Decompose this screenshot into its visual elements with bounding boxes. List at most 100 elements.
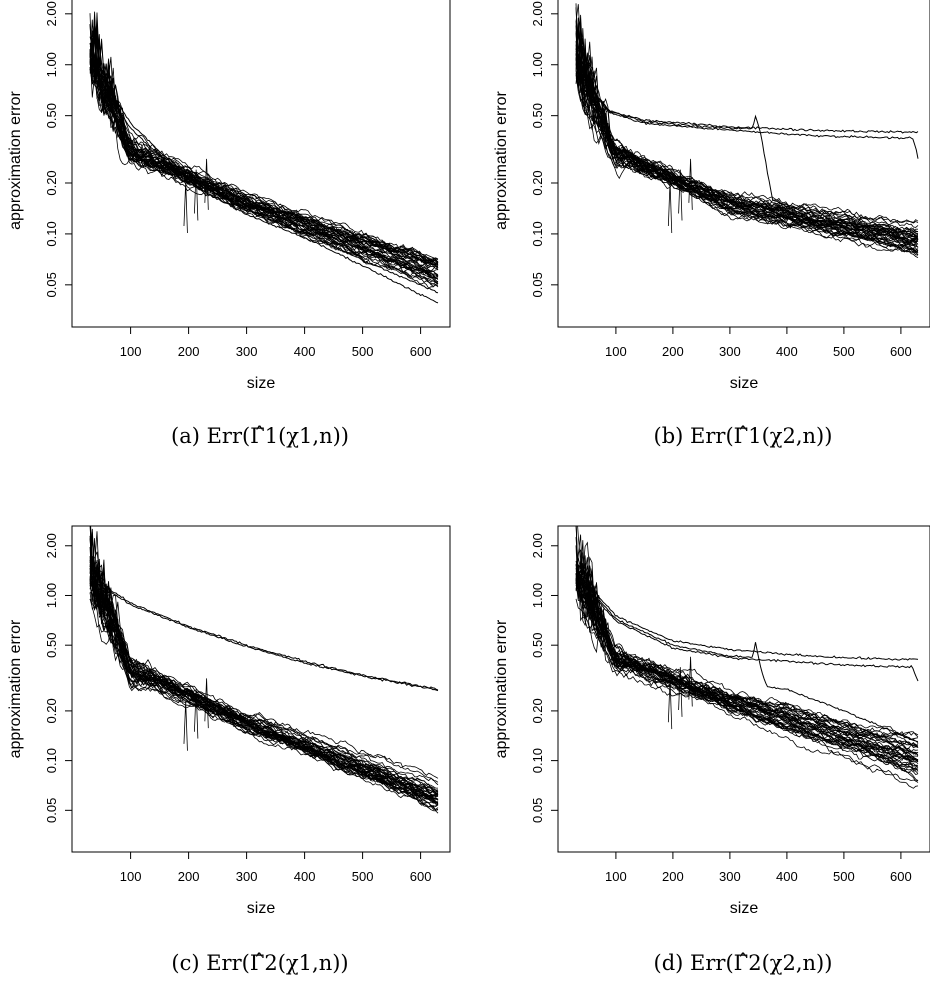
y-tick-label: 0.50 xyxy=(44,103,59,128)
y-tick-label: 2.00 xyxy=(530,1,545,26)
series-spike xyxy=(667,679,673,730)
series-line xyxy=(89,42,439,261)
y-tick-label: 0.50 xyxy=(530,633,545,658)
x-axis-title: size xyxy=(247,375,276,392)
x-axis-title: size xyxy=(730,900,759,917)
x-tick-label: 500 xyxy=(352,869,374,884)
series-line xyxy=(575,23,919,258)
series-line xyxy=(89,19,439,264)
series-line xyxy=(89,61,439,275)
series-line xyxy=(89,16,439,265)
y-tick-label: 0.05 xyxy=(44,798,59,823)
outlier-series-line xyxy=(89,64,439,304)
series-spike xyxy=(204,678,209,729)
y-tick-label: 1.00 xyxy=(530,52,545,77)
series-line xyxy=(575,526,919,736)
subfigure-caption: (d) Err(Γ̂2(χ2,n)) xyxy=(654,951,833,975)
series-line xyxy=(575,552,919,764)
series-line xyxy=(89,580,439,800)
x-tick-label: 200 xyxy=(662,344,684,359)
x-tick-label: 400 xyxy=(776,869,798,884)
series-line xyxy=(89,528,439,798)
outlier-series-line xyxy=(575,54,918,242)
series-line xyxy=(89,592,439,797)
series-line xyxy=(89,66,439,263)
y-tick-label: 0.05 xyxy=(530,272,545,297)
series-line xyxy=(575,38,919,253)
series-line xyxy=(575,566,919,755)
series-spike xyxy=(183,701,188,751)
x-tick-label: 400 xyxy=(294,869,316,884)
series-line xyxy=(89,12,439,272)
outlier-series-line xyxy=(575,58,919,159)
series-line xyxy=(89,526,439,803)
series-line xyxy=(89,575,439,807)
series-line xyxy=(575,31,918,237)
y-tick-label: 0.20 xyxy=(530,170,545,195)
x-tick-label: 300 xyxy=(719,344,741,359)
y-tick-label: 0.05 xyxy=(44,272,59,297)
outlier-series-line xyxy=(89,57,439,294)
outlier-series-line xyxy=(575,573,919,742)
x-tick-label: 300 xyxy=(719,869,741,884)
y-tick-label: 0.50 xyxy=(44,633,59,658)
series-line xyxy=(575,567,919,789)
y-tick-label: 0.05 xyxy=(530,798,545,823)
y-axis-title: approximation error xyxy=(493,90,510,229)
x-tick-label: 100 xyxy=(120,344,142,359)
y-tick-label: 2.00 xyxy=(44,533,59,558)
series-line xyxy=(575,22,919,224)
series-line xyxy=(89,598,439,795)
x-axis-title: size xyxy=(730,375,759,392)
series-line xyxy=(575,582,919,783)
series-spike xyxy=(678,667,683,717)
y-tick-label: 1.00 xyxy=(44,52,59,77)
series-line xyxy=(577,526,919,763)
x-tick-label: 600 xyxy=(890,344,912,359)
series-spike xyxy=(183,182,188,234)
series-line xyxy=(575,573,919,772)
series-line xyxy=(575,537,919,750)
outlier-series-line xyxy=(575,51,919,134)
chart-panel: 100 200 300 400 500 600 0.05 0.10 0.20 0.50 1.00 2.… xyxy=(7,525,451,975)
y-tick-label: 2.00 xyxy=(530,533,545,558)
y-tick-label: 1.00 xyxy=(530,583,545,608)
series-line xyxy=(575,17,919,254)
y-tick-label: 0.50 xyxy=(530,103,545,128)
series-spike xyxy=(194,688,199,739)
x-tick-label: 200 xyxy=(178,344,200,359)
series-line xyxy=(575,14,919,255)
y-tick-label: 0.20 xyxy=(44,698,59,723)
outlier-series-line xyxy=(575,576,919,682)
series-line xyxy=(89,558,438,789)
subfigure-caption: (a) Err(Γ̂1(χ1,n)) xyxy=(171,424,349,448)
series-line xyxy=(89,24,439,285)
series-line xyxy=(575,48,919,247)
series-line xyxy=(89,536,439,796)
series-line xyxy=(89,21,439,268)
x-tick-label: 100 xyxy=(605,869,627,884)
y-tick-label: 0.10 xyxy=(44,748,59,773)
plot-frame xyxy=(71,525,451,853)
series-line xyxy=(89,555,439,793)
chart-panel: 100 200 300 400 500 600 0.05 0.10 0.20 0.50 1.00 2.… xyxy=(493,0,930,448)
series-line xyxy=(89,584,439,814)
series-line xyxy=(89,577,439,796)
x-tick-label: 300 xyxy=(236,344,258,359)
series-line xyxy=(89,21,439,266)
series-spike xyxy=(688,158,693,210)
series-line xyxy=(575,556,919,754)
series-line xyxy=(89,11,439,265)
series-line xyxy=(89,585,439,796)
x-tick-label: 500 xyxy=(833,344,855,359)
x-tick-label: 400 xyxy=(294,344,316,359)
y-tick-label: 0.20 xyxy=(44,170,59,195)
series-group xyxy=(575,3,919,258)
y-axis-title: approximation error xyxy=(493,619,510,758)
plot-frame xyxy=(557,525,930,853)
subfigure-caption: (c) Err(Γ̂2(χ1,n)) xyxy=(171,951,348,975)
x-tick-label: 200 xyxy=(662,869,684,884)
outlier-series-line xyxy=(89,579,439,692)
y-axis-title: approximation error xyxy=(7,90,24,229)
